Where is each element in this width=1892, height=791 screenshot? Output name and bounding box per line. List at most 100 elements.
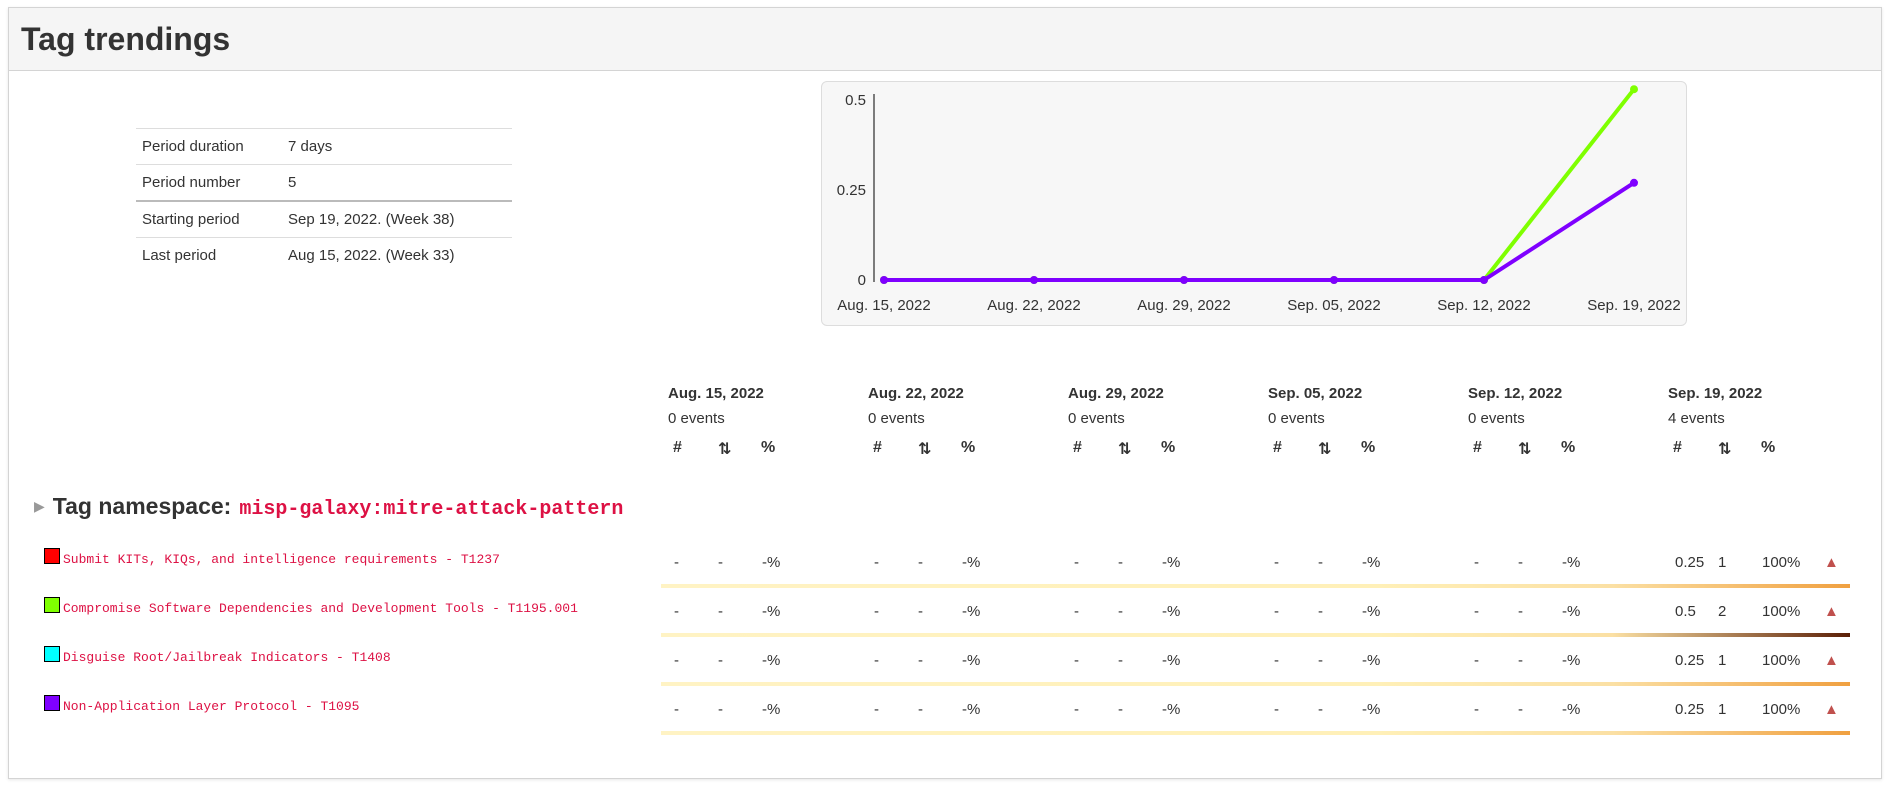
column-header-count[interactable]: # [673,439,682,456]
cell-percent: -% [1562,603,1581,620]
trend-up-icon: ▲ [1824,652,1839,669]
cell-percent: -% [1362,652,1381,669]
column-header-rank[interactable]: ⇅ [1318,441,1332,458]
cell-count: - [1474,652,1479,669]
series-point [880,276,888,284]
cell-rank: 1 [1718,701,1727,718]
stats-row: Starting period Sep 19, 2022. (Week 38) [136,200,512,238]
y-tick-label: 0 [858,272,866,289]
column-header-rank[interactable]: ⇅ [1518,441,1532,458]
cell-count: - [1274,701,1279,718]
tag-name: Non-Application Layer Protocol - T1095 [63,699,360,714]
stats-label: Starting period [136,200,282,238]
x-tick-label: Sep. 12, 2022 [1437,297,1530,314]
stats-row: Period number 5 [136,164,512,201]
tag-label[interactable]: Disguise Root/Jailbreak Indicators - T14… [44,646,391,666]
cell-percent: -% [1362,701,1381,718]
series-line [884,181,1636,282]
cell-count: - [674,603,679,620]
cell-rank: 1 [1718,554,1727,571]
cell-rank: - [1318,554,1323,571]
cell-rank: - [1318,652,1323,669]
cell-percent: -% [762,701,781,718]
column-header-count[interactable]: # [1673,439,1682,456]
tag-label[interactable]: Compromise Software Dependencies and Dev… [44,597,578,617]
column-header-percent[interactable]: % [1161,439,1176,456]
cell-percent: -% [962,652,981,669]
cell-count: - [674,652,679,669]
cell-percent: -% [1562,701,1581,718]
series-point [1180,276,1188,284]
column-header-percent[interactable]: % [961,439,976,456]
stats-row: Last period Aug 15, 2022. (Week 33) [136,237,512,273]
cell-rank: - [1518,603,1523,620]
cell-count: 0.5 [1675,603,1696,620]
cell-count: - [674,554,679,571]
cell-rank: - [1318,603,1323,620]
x-tick-label: Sep. 19, 2022 [1587,297,1680,314]
cell-rank: - [918,652,923,669]
column-header-rank[interactable]: ⇅ [918,441,932,458]
column-header-percent[interactable]: % [1761,439,1776,456]
column-header-percent[interactable]: % [1561,439,1576,456]
cell-count: - [874,652,879,669]
cell-rank: - [1118,652,1123,669]
column-header-count[interactable]: # [1073,439,1082,456]
cell-percent: -% [1362,603,1381,620]
cell-rank: - [718,603,723,620]
trend-chart-svg: 0 0.25 0.5 Aug. 15, 2022 Aug. 22, 2022 Aug. 2… [837,85,1681,314]
column-header-count[interactable]: # [1473,439,1482,456]
column-header-rank[interactable]: ⇅ [718,441,732,458]
cell-count: - [1074,652,1079,669]
cell-count: - [1474,603,1479,620]
period-date: Sep. 12, 2022 [1468,385,1563,402]
cell-rank: - [918,701,923,718]
cell-count: - [674,701,679,718]
period-events: 0 events [668,410,725,427]
tag-label[interactable]: Non-Application Layer Protocol - T1095 [44,695,359,715]
trend-chart: 0 0.25 0.5 Aug. 15, 2022 Aug. 22, 2022 Aug. 2… [821,81,1687,326]
column-header-rank[interactable]: ⇅ [1118,441,1132,458]
expand-caret-icon[interactable]: ▶ [34,498,45,514]
period-events: 0 events [1468,410,1525,427]
cell-percent: -% [1562,652,1581,669]
trend-bar [661,731,1850,735]
period-events: 0 events [1268,410,1325,427]
tag-color-swatch [44,548,60,564]
cell-rank: - [718,701,723,718]
cell-count: 0.25 [1675,652,1705,669]
cell-rank: - [918,554,923,571]
cell-count: - [1274,603,1279,620]
series-line [884,87,1636,282]
tag-label[interactable]: Submit KITs, KIQs, and intelligence requ… [44,548,500,568]
cell-count: - [1274,652,1279,669]
cell-percent: -% [1162,603,1181,620]
column-header-percent[interactable]: % [1361,439,1376,456]
cell-percent: 100% [1762,603,1801,620]
period-stats-table: Period duration 7 days Period number 5 S… [136,128,512,273]
series-point [1330,276,1338,284]
column-header-percent[interactable]: % [761,439,776,456]
column-header-count[interactable]: # [1273,439,1282,456]
period-date: Sep. 05, 2022 [1268,385,1363,402]
stats-value: Aug 15, 2022. (Week 33) [282,237,512,273]
tag-name: Disguise Root/Jailbreak Indicators - T14… [63,650,391,665]
cell-rank: 2 [1718,603,1727,620]
period-date: Aug. 15, 2022 [668,385,764,402]
period-events: 0 events [1068,410,1125,427]
stats-value: 5 [282,164,512,201]
trend-bar [661,682,1850,686]
column-header-count[interactable]: # [873,439,882,456]
namespace-value: misp-galaxy:mitre-attack-pattern [239,498,624,521]
panel-header: Tag trendings [9,8,1881,71]
tag-name: Submit KITs, KIQs, and intelligence requ… [63,552,500,567]
trend-bar [661,584,1850,588]
tag-namespace-header[interactable]: ▶ Tag namespace: misp-galaxy:mitre-attack-… [34,493,623,521]
cell-rank: - [718,652,723,669]
stats-label: Last period [136,237,282,273]
cell-percent: 100% [1762,652,1801,669]
stats-label: Period duration [136,128,282,165]
column-header-rank[interactable]: ⇅ [1718,441,1732,458]
cell-percent: -% [762,554,781,571]
cell-percent: 100% [1762,701,1801,718]
